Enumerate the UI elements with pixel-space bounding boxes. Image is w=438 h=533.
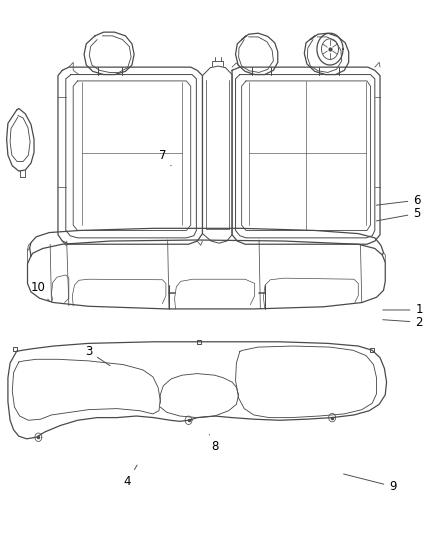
Text: 7: 7	[159, 149, 171, 166]
Text: 3: 3	[85, 345, 110, 366]
Text: 9: 9	[343, 474, 397, 493]
Text: 5: 5	[376, 207, 421, 221]
Text: 10: 10	[31, 281, 49, 301]
Text: 8: 8	[209, 434, 218, 453]
Text: 2: 2	[383, 316, 423, 329]
Text: 4: 4	[124, 465, 137, 488]
Text: 1: 1	[383, 303, 423, 317]
Text: 6: 6	[376, 193, 421, 207]
